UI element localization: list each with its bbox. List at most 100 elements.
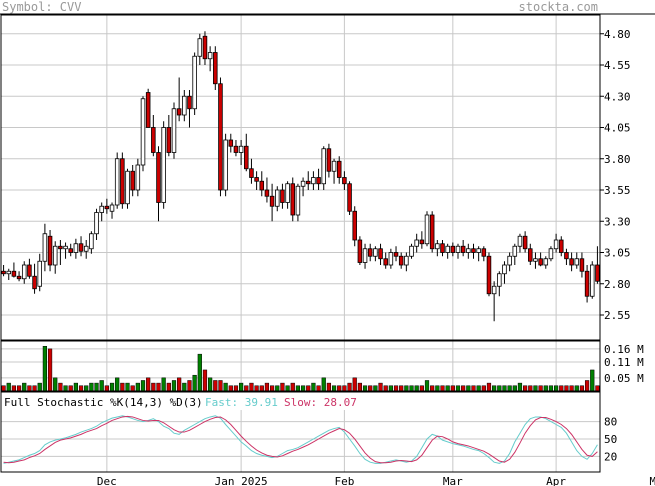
volume-bar bbox=[404, 385, 409, 392]
candle-body bbox=[528, 248, 533, 262]
price-tick-label: 4.80 bbox=[604, 28, 631, 41]
candle-body bbox=[512, 245, 518, 257]
candle-body bbox=[378, 248, 383, 260]
volume-tick-label: 0.05 M bbox=[604, 372, 644, 385]
stochastic-title: Full Stochastic %K(14,3) %D(3) bbox=[4, 396, 203, 409]
volume-bar bbox=[569, 385, 574, 392]
x-tick-label: May bbox=[649, 475, 655, 486]
volume-bar bbox=[399, 385, 404, 392]
candle-body bbox=[37, 260, 42, 287]
volume-bar bbox=[202, 369, 208, 392]
volume-bar bbox=[388, 385, 393, 392]
candle-body bbox=[553, 239, 559, 250]
candle-body bbox=[140, 98, 146, 166]
volume-bar bbox=[58, 382, 63, 392]
candle-body bbox=[486, 255, 492, 295]
candle-body bbox=[538, 258, 543, 266]
volume-bar bbox=[352, 377, 357, 392]
candle-body bbox=[497, 273, 502, 287]
volume-bar bbox=[135, 382, 140, 392]
grid-lines bbox=[1, 15, 604, 472]
candle-body bbox=[455, 245, 461, 253]
price-tick-label: 2.80 bbox=[604, 278, 631, 291]
volume-bar bbox=[208, 377, 213, 392]
volume-bar bbox=[6, 382, 11, 392]
candle-body bbox=[326, 148, 332, 172]
volume-bar bbox=[218, 380, 223, 392]
candle-body bbox=[109, 204, 115, 212]
candle-body bbox=[595, 264, 600, 282]
candle-body bbox=[543, 258, 549, 266]
volume-bar bbox=[171, 380, 177, 392]
volume-bar bbox=[455, 385, 461, 392]
candle-body bbox=[166, 127, 172, 153]
candle-body bbox=[244, 145, 249, 170]
volume-bar bbox=[486, 382, 492, 392]
candle-body bbox=[275, 189, 280, 207]
volume-bar bbox=[445, 385, 450, 392]
volume-bar bbox=[553, 385, 559, 392]
volume-bar bbox=[228, 385, 233, 392]
candle-body bbox=[398, 255, 404, 266]
candle-body bbox=[259, 180, 265, 191]
candle-body bbox=[233, 145, 239, 153]
candle-body bbox=[254, 177, 259, 182]
price-tick-label: 3.05 bbox=[604, 247, 631, 260]
candle-body bbox=[352, 210, 357, 241]
price-tick-label: 3.30 bbox=[604, 215, 631, 228]
stochastic-tick-label: 50 bbox=[604, 433, 617, 446]
volume-bar bbox=[517, 382, 523, 392]
volume-bar bbox=[285, 385, 290, 392]
volume-bar bbox=[156, 382, 161, 392]
candle-body bbox=[73, 243, 79, 253]
x-tick-label: Apr bbox=[546, 475, 566, 486]
candle-body bbox=[419, 239, 425, 245]
candle-body bbox=[1, 270, 6, 275]
site-name[interactable]: stockta.com bbox=[518, 0, 598, 14]
candle-body bbox=[78, 243, 84, 252]
volume-bar bbox=[140, 380, 146, 392]
x-tick-label: Mar bbox=[443, 475, 463, 486]
stochastic-fast-line bbox=[3, 415, 598, 464]
price-tick-label: 4.05 bbox=[604, 122, 631, 135]
candle-body bbox=[94, 212, 99, 235]
candle-body bbox=[559, 239, 564, 253]
volume-bar bbox=[109, 382, 115, 392]
volume-bar bbox=[362, 385, 368, 392]
volume-bar bbox=[249, 382, 254, 392]
candle-body bbox=[491, 285, 497, 295]
candle-body bbox=[280, 189, 285, 203]
volume-bar bbox=[47, 348, 53, 392]
candle-body bbox=[311, 177, 316, 185]
candle-body bbox=[517, 235, 523, 247]
volume-bar bbox=[37, 382, 42, 392]
candle-body bbox=[171, 108, 177, 153]
candlestick-series bbox=[1, 31, 600, 322]
volume-bar bbox=[130, 385, 135, 392]
candle-body bbox=[58, 245, 63, 250]
candle-body bbox=[316, 177, 321, 185]
volume-bar bbox=[595, 385, 600, 392]
volume-bar bbox=[68, 385, 73, 392]
volume-bar bbox=[78, 385, 84, 392]
x-tick-label: Feb bbox=[334, 475, 354, 486]
volume-bar bbox=[507, 385, 512, 392]
candle-body bbox=[130, 170, 135, 191]
candle-body bbox=[533, 258, 538, 262]
candle-body bbox=[481, 248, 487, 257]
volume-bar bbox=[538, 385, 543, 392]
candle-body bbox=[435, 243, 440, 250]
volume-bar bbox=[63, 385, 68, 392]
x-tick-label: Dec bbox=[97, 475, 117, 486]
symbol-label: Symbol: CVV bbox=[2, 0, 82, 14]
volume-bar bbox=[239, 382, 244, 392]
candle-body bbox=[290, 183, 296, 216]
volume-bar bbox=[300, 385, 306, 392]
volume-bar bbox=[559, 385, 564, 392]
candle-body bbox=[522, 235, 528, 250]
volume-bar bbox=[342, 385, 347, 392]
candle-body bbox=[347, 183, 352, 212]
panel-frames bbox=[0, 13, 655, 473]
volume-bar bbox=[419, 385, 424, 392]
stochastic-slow-line bbox=[3, 415, 598, 464]
